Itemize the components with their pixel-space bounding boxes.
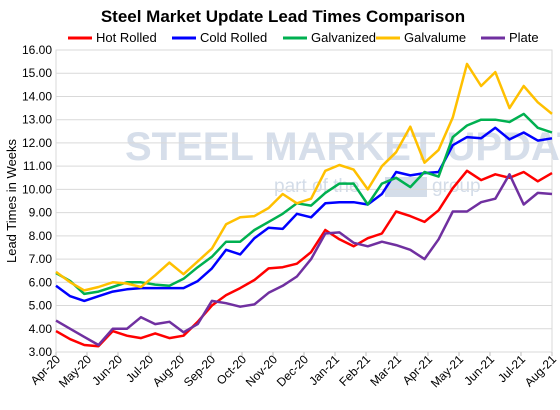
y-tick-label: 11.00 [23,159,52,173]
y-tick-label: 13.00 [22,113,52,127]
series-lines [55,62,553,348]
y-tick-label: 9.00 [29,206,53,220]
series-line-galvanized [55,112,553,296]
legend-label: Cold Rolled [200,30,267,45]
y-axis-title: Lead Times in Weeks [4,138,19,263]
watermark-brand: STEEL MARKET UPDATE [125,125,560,169]
x-tick-label: Jan-21 [306,352,342,388]
x-tick-label: May-20 [56,352,94,390]
legend-label: Galvanized [311,30,376,45]
y-tick-label: 15.00 [22,66,52,80]
series-line-cold-rolled [55,126,553,303]
x-tick-label: Aug-20 [150,352,187,389]
x-tick-label: Oct-20 [214,352,250,388]
y-tick-label: 14.00 [22,89,52,103]
watermark: STEEL MARKET UPDATE part of the group [125,125,560,197]
y-tick-label: 7.00 [29,252,53,266]
series-line-galvalume [55,62,553,292]
y-tick-label: 6.00 [29,275,53,289]
y-axis-ticks: 3.00 4.00 5.00 6.00 7.00 8.00 9.00 10.00 11.00 12… [22,43,52,359]
y-tick-label: 12.00 [22,136,52,150]
y-tick-label: 3.00 [29,345,53,359]
y-tick-label: 4.00 [29,322,53,336]
y-tick-label: 8.00 [29,229,53,243]
y-tick-label: 10.00 [22,182,52,196]
watermark-tagline-suffix: group [432,176,481,197]
chart-title: Steel Market Update Lead Times Compariso… [101,7,465,26]
x-tick-label: Feb-21 [336,352,373,389]
y-tick-label: 16.00 [22,43,52,57]
x-tick-label: May-21 [428,352,466,390]
x-tick-label: Dec-20 [274,352,311,389]
legend-label: Hot Rolled [96,30,157,45]
legend-label: Plate [509,30,539,45]
legend-label: Galvalume [404,30,466,45]
legend: Hot Rolled Cold Rolled Galvanized Galvalume… [68,30,539,45]
x-axis-ticks: Apr-20May-20Jun-20Jul-20Aug-20Sep-20Oct-… [28,352,560,390]
series-line-hot-rolled [55,169,553,348]
series-line-plate [55,173,553,347]
x-tick-label: Sep-20 [181,352,218,389]
x-tick-label: Jun-21 [461,352,497,388]
y-tick-label: 5.00 [29,299,53,313]
x-tick-label: Aug-21 [522,352,559,389]
x-tick-label: Nov-20 [243,352,280,389]
x-tick-label: Mar-21 [367,352,404,389]
x-tick-label: Jun-20 [89,352,125,388]
